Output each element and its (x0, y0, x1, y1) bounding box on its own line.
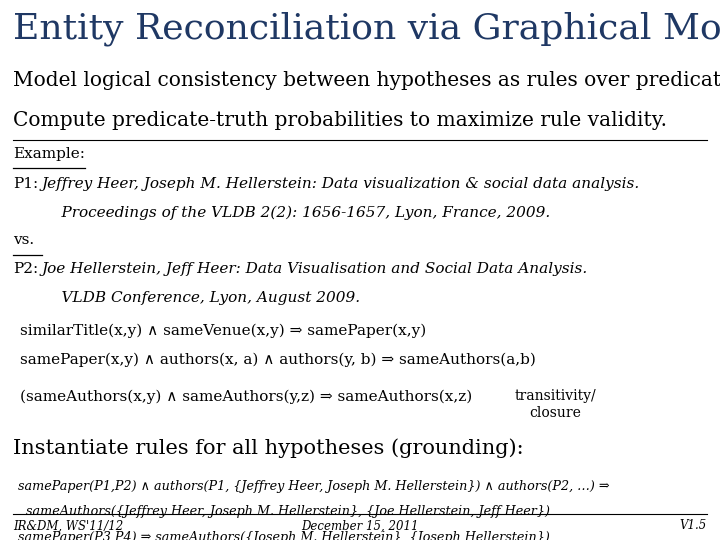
Text: samePaper(P1,P2) ∧ authors(P1, {Jeffrey Heer, Joseph M. Hellerstein}) ∧ authors(: samePaper(P1,P2) ∧ authors(P1, {Jeffrey … (18, 480, 610, 493)
Text: samePaper(x,y) ∧ authors(x, a) ∧ authors(y, b) ⇒ sameAuthors(a,b): samePaper(x,y) ∧ authors(x, a) ∧ authors… (20, 353, 536, 367)
Text: P1:: P1: (13, 177, 38, 191)
Text: December 15, 2011: December 15, 2011 (301, 519, 419, 532)
Text: Entity Reconciliation via Graphical Model: Entity Reconciliation via Graphical Mode… (13, 12, 720, 46)
Text: vs.: vs. (13, 233, 34, 247)
Text: Instantiate rules for all hypotheses (grounding):: Instantiate rules for all hypotheses (gr… (13, 438, 523, 457)
Text: (sameAuthors(x,y) ∧ sameAuthors(y,z) ⇒ sameAuthors(x,z): (sameAuthors(x,y) ∧ sameAuthors(y,z) ⇒ s… (20, 389, 472, 404)
Text: samePaper(P3,P4) ⇒ sameAuthors({Joseph M. Hellerstein}, {Joseph Hellerstein}): samePaper(P3,P4) ⇒ sameAuthors({Joseph M… (18, 531, 550, 540)
Text: Joe Hellerstein, Jeff Heer: Data Visualisation and Social Data Analysis.: Joe Hellerstein, Jeff Heer: Data Visuali… (42, 262, 588, 276)
Text: Model logical consistency between hypotheses as rules over predicates.: Model logical consistency between hypoth… (13, 71, 720, 90)
Text: Example:: Example: (13, 147, 85, 161)
Text: Jeffrey Heer, Joseph M. Hellerstein: Data visualization & social data analysis.: Jeffrey Heer, Joseph M. Hellerstein: Dat… (42, 177, 640, 191)
Text: VLDB Conference, Lyon, August 2009.: VLDB Conference, Lyon, August 2009. (42, 291, 360, 305)
Text: Compute predicate-truth probabilities to maximize rule validity.: Compute predicate-truth probabilities to… (13, 111, 667, 130)
Text: similarTitle(x,y) ∧ sameVenue(x,y) ⇒ samePaper(x,y): similarTitle(x,y) ∧ sameVenue(x,y) ⇒ sam… (20, 324, 426, 339)
Text: sameAuthors({Jeffrey Heer, Joseph M. Hellerstein}, {Joe Hellerstein, Jeff Heer}): sameAuthors({Jeffrey Heer, Joseph M. Hel… (18, 505, 550, 518)
Text: P2:: P2: (13, 262, 38, 276)
Text: transitivity/
closure: transitivity/ closure (515, 389, 596, 420)
Text: V1.5: V1.5 (680, 519, 707, 532)
Text: IR&DM, WS'11/12: IR&DM, WS'11/12 (13, 519, 123, 532)
Text: Proceedings of the VLDB 2(2): 1656-1657, Lyon, France, 2009.: Proceedings of the VLDB 2(2): 1656-1657,… (42, 205, 550, 220)
